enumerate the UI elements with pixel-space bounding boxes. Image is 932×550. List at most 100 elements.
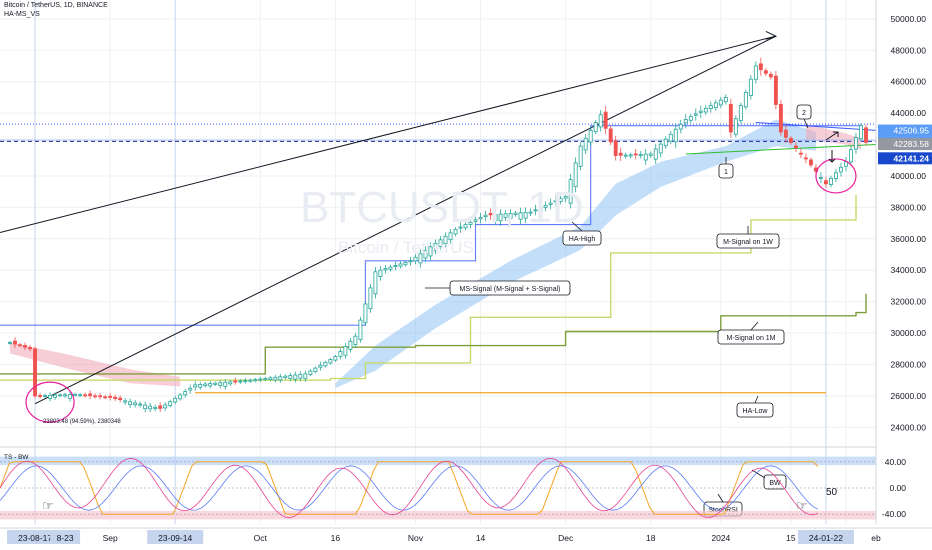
bw-label: BW	[751, 469, 787, 490]
blue-trend-line	[755, 122, 877, 131]
ha-high-label-text: HA-High	[569, 236, 596, 243]
candle-body	[33, 348, 37, 397]
candle-body	[738, 105, 743, 121]
candle-body	[203, 383, 208, 387]
candle-body	[613, 140, 618, 156]
candle-body	[708, 105, 713, 110]
trend-line-upper	[0, 35, 777, 233]
candle-body	[453, 228, 458, 235]
candle-body	[523, 212, 528, 219]
candle-body	[598, 114, 603, 128]
candle-body	[38, 395, 42, 397]
m-signal-1w-label: M-Signal on 1W	[716, 226, 780, 249]
time-tick-label: 15	[786, 533, 796, 543]
time-tick-label: Oct	[254, 533, 268, 543]
candle-body	[378, 269, 383, 277]
time-highlight-box	[797, 530, 854, 544]
price-tick-label: 44000.00	[891, 108, 927, 118]
ha-cloud-bearish-band	[805, 124, 861, 150]
candle-body	[168, 401, 173, 406]
candle-body	[88, 393, 93, 397]
candle-body	[93, 395, 98, 398]
candle-body	[568, 179, 573, 204]
candle-body	[723, 96, 728, 103]
candle-body	[83, 394, 88, 397]
candle-body	[283, 375, 288, 379]
candle-body	[368, 287, 373, 310]
time-tick-label: 14	[476, 533, 486, 543]
candle-body	[418, 253, 423, 264]
candle-body	[839, 166, 843, 173]
marker-2-label: 2	[796, 104, 812, 129]
candle-body	[398, 263, 403, 267]
candle-body	[158, 405, 163, 409]
candle-body	[823, 180, 828, 185]
price-tag-box	[878, 152, 932, 165]
marker-1-label: 1	[718, 157, 734, 179]
candle-body	[138, 403, 143, 406]
ha-high-label: HA-High	[562, 221, 602, 246]
candle-body	[128, 401, 133, 406]
candle-body	[28, 347, 32, 350]
m-signal-1w-label-text: M-Signal on 1W	[723, 239, 773, 246]
osc-tick-label: -40.00	[882, 509, 906, 519]
symbol-title[interactable]: Bitcoin / TetherUS, 1D, BINANCE	[4, 2, 108, 9]
candle-body	[618, 152, 623, 156]
osc-tick-label: 0.00	[889, 483, 906, 493]
candle-body	[849, 149, 853, 163]
time-highlight-label: 24-01-22	[809, 533, 843, 543]
price-tag-text: 42141.24	[894, 153, 930, 163]
candle-body	[498, 213, 503, 222]
candle-body	[428, 246, 433, 257]
candle-body	[593, 122, 598, 133]
candle-body	[438, 239, 443, 247]
candle-body	[43, 395, 48, 397]
hand-pointer-icon: ☞	[42, 498, 54, 513]
candle-body	[608, 128, 613, 143]
stochrsi-label-text: StochRSI	[708, 507, 738, 514]
indicator-name[interactable]: HA-MS_VS	[4, 11, 40, 18]
ha-high-label-pointer	[571, 221, 583, 232]
candle-body	[728, 103, 733, 133]
time-tick-label: Sep	[103, 533, 118, 543]
time-highlight-label: 8-23	[57, 533, 74, 543]
candle-body	[718, 99, 723, 106]
candle-body	[733, 118, 738, 135]
candle-body	[103, 396, 108, 399]
price-tick-label: 38000.00	[891, 202, 927, 212]
m-signal-1m-label-text: M-Signal on 1M	[726, 335, 775, 342]
candle-body	[403, 261, 408, 266]
m-signal-1w-line	[0, 194, 857, 381]
price-tag-box	[878, 124, 932, 137]
hand-pointer-icon: ☞	[796, 498, 808, 513]
candle-body	[53, 394, 58, 398]
osc-upper-band	[0, 456, 876, 466]
candle-body	[248, 379, 253, 382]
candle-body	[348, 340, 353, 350]
candle-body	[538, 207, 543, 211]
candle-body	[63, 394, 68, 397]
candle-body	[748, 78, 753, 96]
highlight-circle-recent	[815, 158, 857, 194]
candle-body	[768, 73, 773, 78]
candle-body	[73, 393, 78, 396]
candle-body	[308, 370, 313, 375]
price-tick-label: 24000.00	[891, 422, 927, 432]
candle-body	[148, 405, 153, 410]
candle-body	[188, 387, 193, 391]
candle-body	[363, 303, 368, 324]
osc-lower-band	[0, 510, 876, 520]
price-axis-background	[876, 0, 932, 550]
candle-body	[844, 161, 848, 167]
candle-body	[588, 129, 593, 143]
candle-body	[68, 394, 73, 399]
candle-body	[854, 137, 858, 150]
candle-body	[698, 110, 703, 113]
bw-line	[0, 461, 819, 515]
candle-body	[563, 195, 568, 199]
candle-body	[198, 384, 203, 388]
candle-body	[293, 374, 298, 380]
candle-body	[803, 157, 808, 160]
